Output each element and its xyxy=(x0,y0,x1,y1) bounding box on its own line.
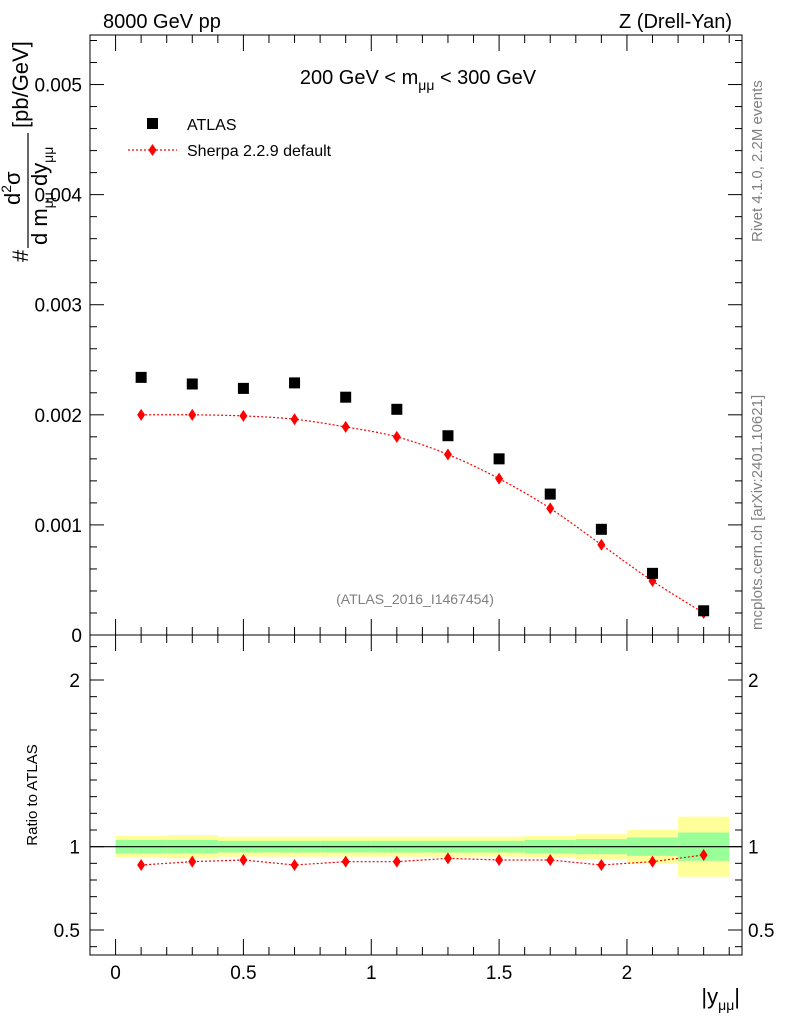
atlas-series xyxy=(135,371,710,617)
xtick-label: 1 xyxy=(366,963,377,984)
main-title: 200 GeV < mμμ < 300 GeV xyxy=(300,67,537,93)
sherpa-point xyxy=(290,413,299,426)
ratio-ytick-labels: 0.5 1 2 xyxy=(54,671,80,942)
atlas-point xyxy=(544,488,556,500)
main-ytick-label: 0 xyxy=(71,626,82,647)
analysis-watermark: (ATLAS_2016_I1467454) xyxy=(336,591,494,607)
sherpa-curve xyxy=(141,414,704,614)
header-right-label: Z (Drell-Yan) xyxy=(619,11,732,33)
ylabel-num-sigma: σ xyxy=(0,171,25,185)
legend-atlas-marker xyxy=(147,118,158,129)
ratio-sherpa-point xyxy=(699,849,708,861)
atlas-point xyxy=(340,391,352,403)
ratio-sherpa-series xyxy=(137,849,708,871)
ratio-ytick-label: 0.5 xyxy=(54,921,80,942)
sherpa-point xyxy=(495,472,504,485)
ylabel-num-sup: 2 xyxy=(0,185,14,193)
ratio-y-axis-label: Ratio to ATLAS xyxy=(24,744,41,845)
main-ytick-label: 0.002 xyxy=(34,406,82,427)
sherpa-point xyxy=(546,502,555,515)
xtick-label: 1.5 xyxy=(486,963,512,984)
main-title-main: 200 GeV < m xyxy=(300,67,418,89)
side-label-mcplots: mcplots.cern.ch [arXiv:2401.10621] xyxy=(749,395,766,630)
sherpa-point xyxy=(341,420,350,433)
ylabel-numerator: d2σ xyxy=(0,171,25,205)
x-axis-label: |yμμ| xyxy=(701,984,740,1013)
legend-atlas-label: ATLAS xyxy=(187,117,237,134)
atlas-point xyxy=(135,371,147,383)
main-title-end: < 300 GeV xyxy=(434,67,536,89)
ylabel-denominator: d mμμ dyμμ xyxy=(27,147,56,245)
main-ytick-label: 0.001 xyxy=(34,516,82,537)
ylabel-num-d: d xyxy=(0,193,25,205)
legend: ATLAS Sherpa 2.2.9 default xyxy=(128,117,332,160)
xlabel-sub: μμ xyxy=(718,997,734,1013)
main-ytick-label: 0.003 xyxy=(34,296,82,317)
main-y-axis-label: # d2σ d mμμ dyμμ [pb/GeV] xyxy=(0,41,56,262)
ratio-sherpa-point xyxy=(290,859,299,871)
atlas-point xyxy=(237,382,249,394)
header-left-label: 8000 GeV pp xyxy=(103,11,221,33)
atlas-point xyxy=(289,377,301,389)
xtick-label: 0 xyxy=(110,963,121,984)
atlas-point xyxy=(595,523,607,535)
main-ytick-label: 0.004 xyxy=(34,186,82,207)
ratio-sherpa-point xyxy=(392,855,401,868)
ratio-ytick-label-right: 2 xyxy=(748,671,759,692)
legend-sherpa-marker xyxy=(148,144,157,156)
atlas-point xyxy=(698,605,710,617)
ratio-ytick-label: 2 xyxy=(69,671,80,692)
sherpa-point xyxy=(137,408,146,421)
xlabel-end: | xyxy=(734,984,740,1009)
ylabel-unit: [pb/GeV] xyxy=(8,41,33,128)
ylabel-den-d: d m xyxy=(27,208,52,245)
sherpa-point xyxy=(188,408,197,421)
main-tick-marks xyxy=(89,35,742,636)
xtick-label: 0.5 xyxy=(230,963,256,984)
side-label-rivet: Rivet 4.1.0, 2.2M events xyxy=(749,80,766,242)
xlabel-main: |y xyxy=(701,984,718,1009)
main-ytick-labels: 0 0.001 0.002 0.003 0.004 0.005 xyxy=(34,76,82,647)
atlas-point xyxy=(186,378,198,390)
ratio-ytick-labels-right: 0.5 1 2 xyxy=(748,671,774,942)
ratio-sherpa-point xyxy=(188,855,197,868)
xtick-label: 2 xyxy=(622,963,633,984)
ratio-sherpa-point xyxy=(443,852,452,865)
ratio-sherpa-point xyxy=(239,854,248,866)
ylabel-den-dy: dy xyxy=(27,163,52,192)
ratio-sherpa-point xyxy=(341,855,350,868)
ratio-plot-frame xyxy=(89,634,743,956)
legend-sherpa-label: Sherpa 2.2.9 default xyxy=(187,143,332,160)
ylabel-hash: # xyxy=(8,249,33,262)
sherpa-point xyxy=(239,409,248,422)
sherpa-point xyxy=(443,448,452,461)
main-title-sub: μμ xyxy=(418,77,434,93)
xtick-labels: 0 0.5 1 1.5 2 xyxy=(110,963,632,984)
atlas-point xyxy=(493,453,505,465)
ratio-sherpa-line xyxy=(141,854,704,866)
ratio-ytick-label-right: 0.5 xyxy=(748,921,774,942)
sherpa-point xyxy=(392,430,401,443)
ylabel-den-sub1: μμ xyxy=(40,192,56,208)
sherpa-point xyxy=(597,538,606,551)
main-ytick-label: 0.005 xyxy=(34,76,82,97)
ratio-sherpa-point xyxy=(648,855,657,868)
sherpa-series xyxy=(137,408,708,619)
ratio-ytick-label: 1 xyxy=(69,838,80,859)
atlas-point xyxy=(647,567,659,579)
atlas-point xyxy=(442,430,454,442)
ratio-tick-marks xyxy=(89,635,742,955)
ratio-sherpa-point xyxy=(597,859,606,871)
ratio-panel: 0.5 1 2 0.5 1 2 0 0.5 1 1.5 2 Ratio to ATLAS |yμ… xyxy=(24,634,774,1013)
ratio-sherpa-point xyxy=(495,854,504,866)
ylabel-den-sub2: μμ xyxy=(40,147,56,163)
atlas-point xyxy=(391,403,403,415)
ratio-ytick-label-right: 1 xyxy=(748,838,759,859)
ratio-sherpa-point xyxy=(546,854,555,866)
ratio-sherpa-point xyxy=(137,859,146,871)
